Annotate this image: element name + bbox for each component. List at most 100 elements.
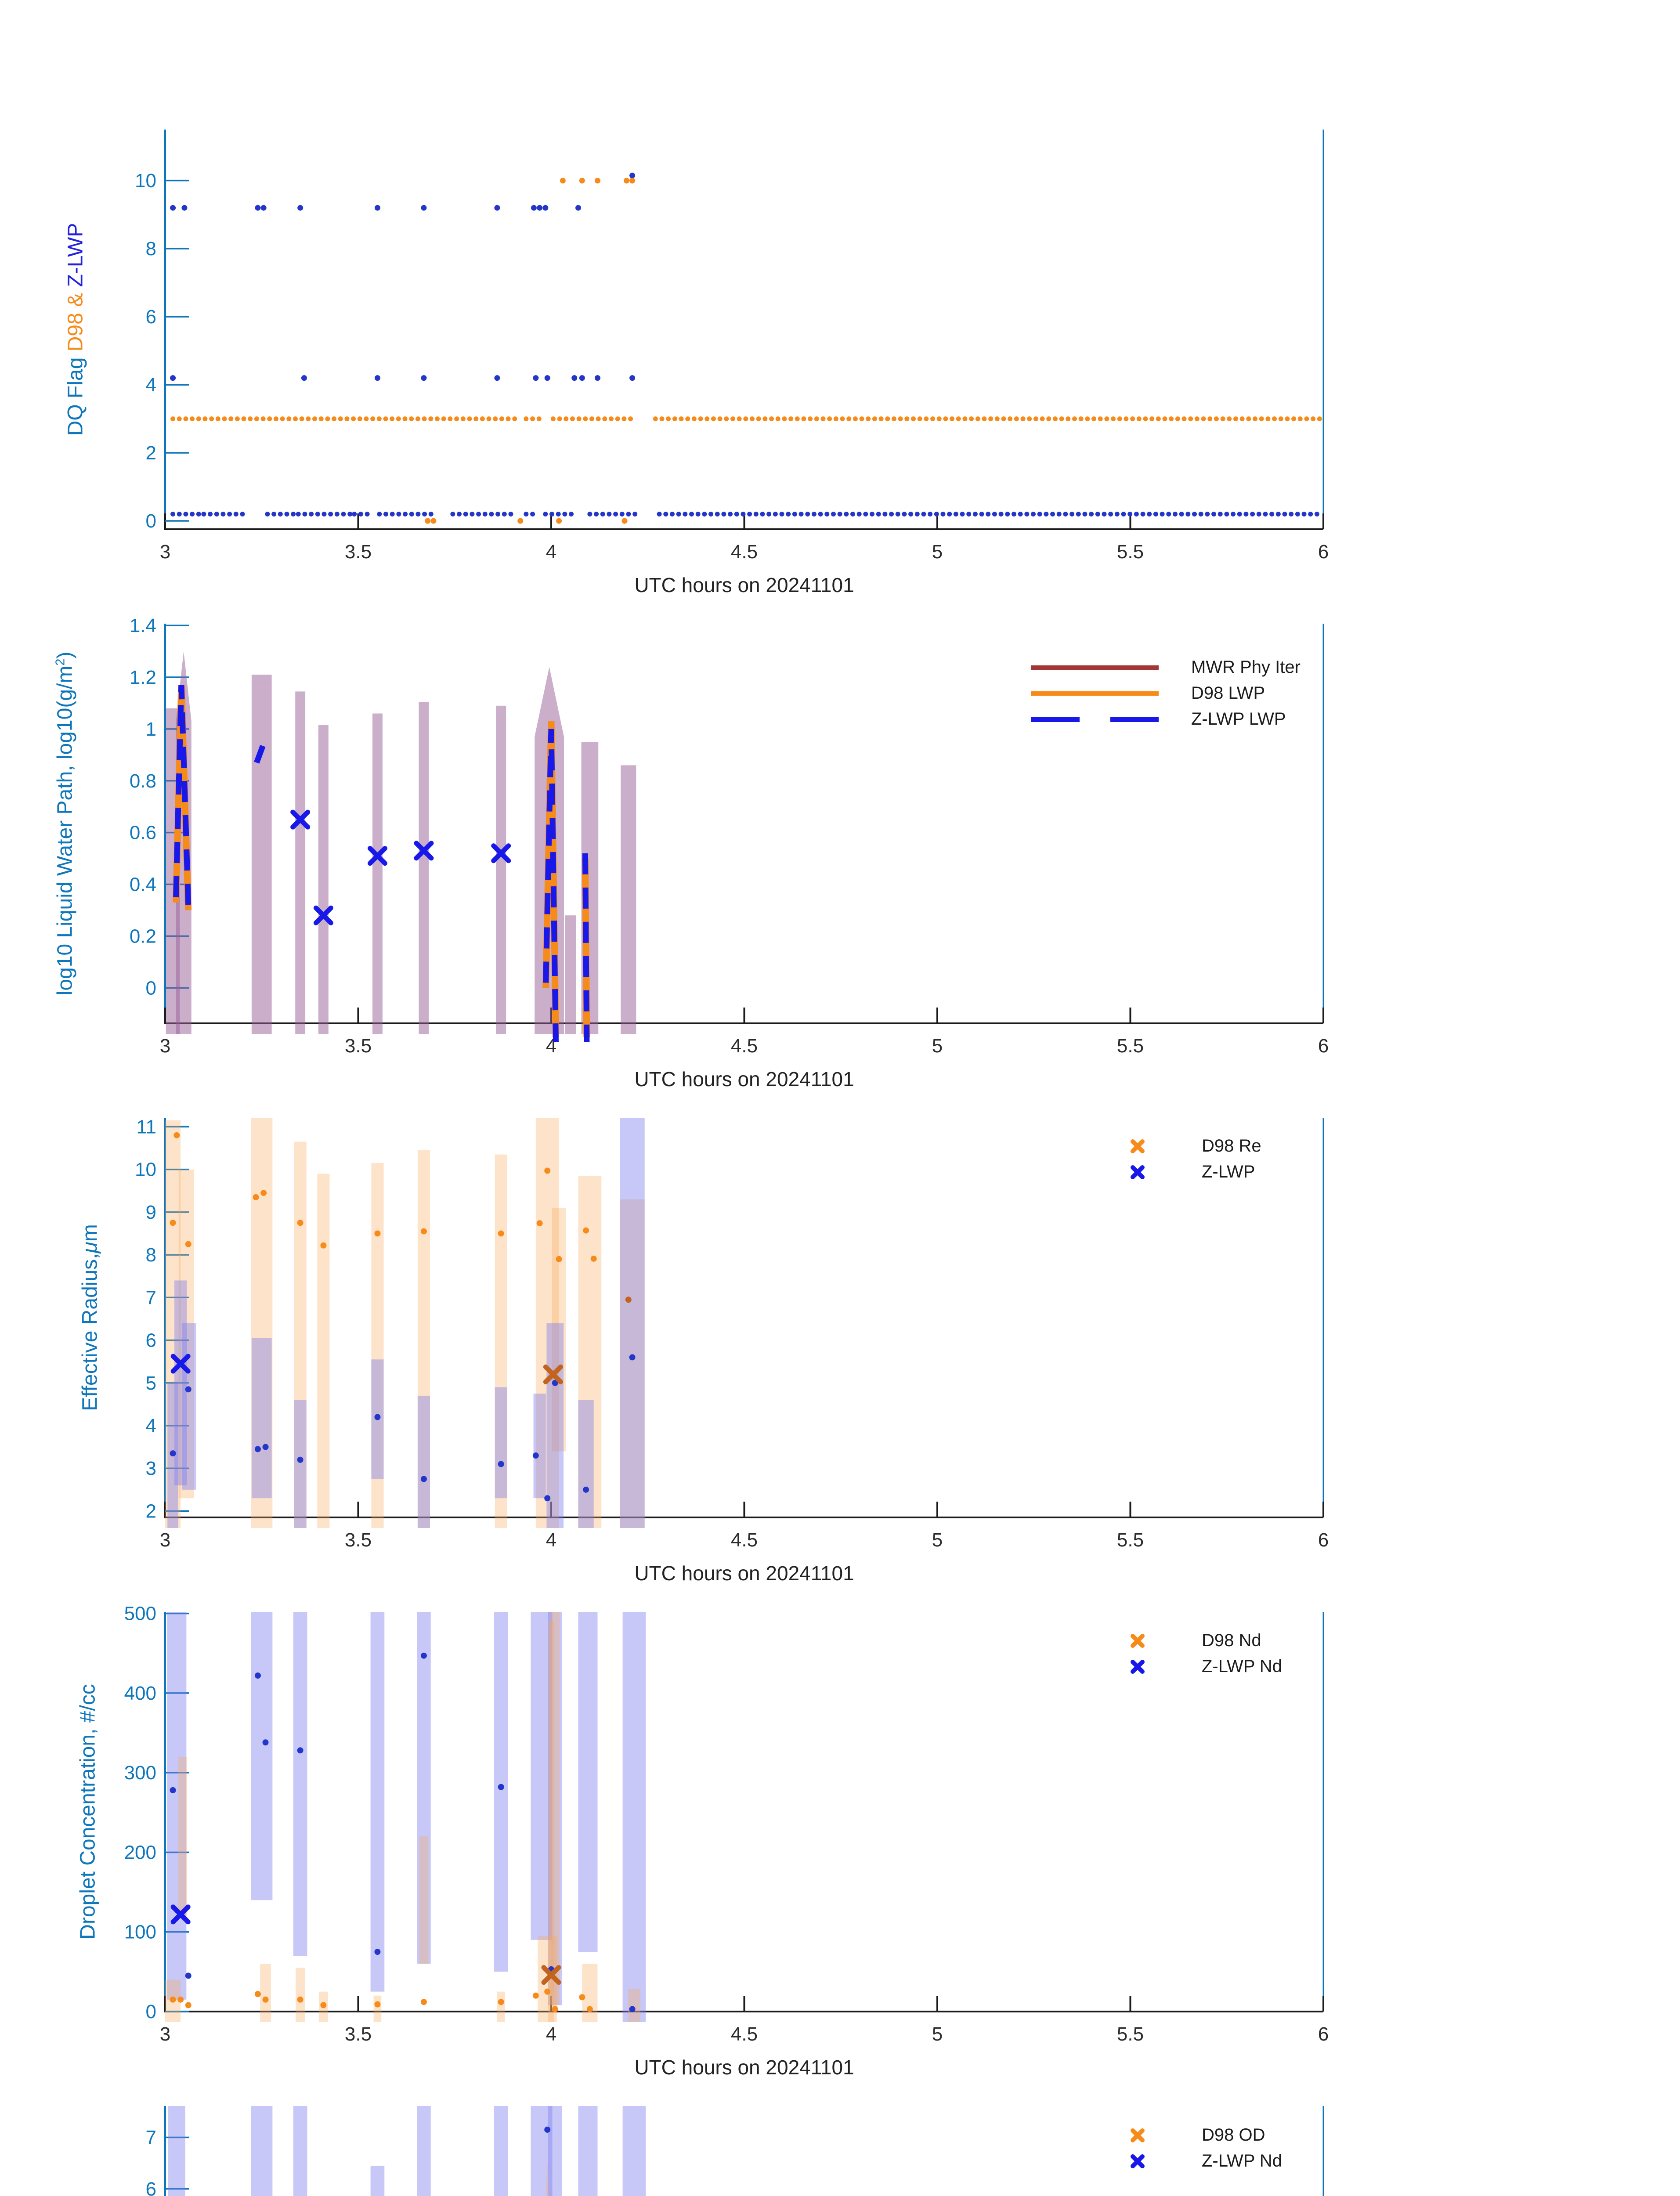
uncertainty-band bbox=[294, 1400, 307, 1528]
x-tick-label: 4.5 bbox=[731, 1529, 758, 1551]
flag-dot bbox=[805, 512, 810, 517]
flag-dot bbox=[1194, 416, 1199, 422]
y-tick-label: 2 bbox=[146, 442, 156, 464]
data-dot bbox=[556, 1256, 562, 1262]
data-dot bbox=[556, 518, 562, 524]
flag-dot bbox=[1289, 512, 1294, 517]
data-dot bbox=[629, 173, 636, 179]
flag-dot bbox=[1233, 416, 1238, 422]
flag-dot bbox=[296, 512, 301, 517]
flag-dot bbox=[309, 512, 314, 517]
uncertainty-band bbox=[417, 1612, 431, 1964]
uncertainty-band bbox=[494, 1612, 508, 1972]
flag-dot bbox=[872, 416, 877, 422]
x-tick-label: 5 bbox=[932, 541, 943, 563]
flag-dot bbox=[866, 416, 871, 422]
data-dot bbox=[594, 375, 600, 381]
flag-dot bbox=[1114, 512, 1120, 517]
x-tick-label: 6 bbox=[1318, 2023, 1329, 2045]
x-tick-label: 5 bbox=[932, 1529, 943, 1551]
flag-dot bbox=[1008, 416, 1013, 422]
x-tick-label: 3.5 bbox=[345, 2023, 372, 2045]
flag-dot bbox=[747, 512, 752, 517]
uncertainty-band bbox=[531, 2106, 553, 2196]
data-dot bbox=[253, 1194, 259, 1200]
flag-dot bbox=[914, 512, 920, 517]
legend-item: Z-LWP bbox=[1125, 1159, 1261, 1185]
uncertainty-band bbox=[535, 1118, 559, 1528]
y-tick-label: 10 bbox=[135, 170, 156, 191]
data-dot bbox=[533, 375, 539, 381]
plot-liquid-water-path: 3 3.5 4 4.5 5 5.5 600.20.40.60.811.21.4 bbox=[130, 615, 1329, 1057]
flag-dot bbox=[201, 512, 206, 517]
flag-dot bbox=[202, 416, 208, 422]
flag-dot bbox=[775, 416, 780, 422]
uncertainty-band bbox=[296, 1968, 305, 2022]
x-marker bbox=[541, 1965, 561, 1985]
flag-dot bbox=[220, 512, 226, 517]
uncertainty-band bbox=[174, 1280, 187, 1486]
flag-dot bbox=[480, 416, 485, 422]
data-dot bbox=[185, 1241, 191, 1247]
data-dot bbox=[629, 1354, 636, 1361]
uncertainty-band bbox=[417, 2106, 431, 2196]
flag-dot bbox=[338, 416, 343, 422]
flag-dot bbox=[460, 416, 466, 422]
data-dot bbox=[498, 1230, 504, 1237]
data-dot bbox=[185, 1972, 191, 1979]
uncertainty-band bbox=[251, 1118, 273, 1528]
y-tick-label: 0.6 bbox=[130, 822, 156, 844]
flag-dot bbox=[260, 416, 266, 422]
flag-dot bbox=[930, 416, 936, 422]
flag-dot bbox=[208, 512, 213, 517]
y-tick-label: 0 bbox=[146, 977, 156, 999]
flag-dot bbox=[564, 416, 569, 422]
data-dot bbox=[579, 177, 585, 184]
flag-dot bbox=[728, 512, 733, 517]
data-dot bbox=[260, 205, 267, 211]
flag-dot bbox=[760, 512, 765, 517]
uncertainty-band bbox=[419, 701, 429, 1034]
y-tick-label: 1.2 bbox=[130, 667, 156, 688]
flag-dot bbox=[1001, 416, 1006, 422]
data-dot bbox=[532, 1452, 539, 1459]
flag-dot bbox=[489, 512, 494, 517]
flag-dot bbox=[344, 416, 350, 422]
flag-dot bbox=[190, 512, 195, 517]
flag-dot bbox=[1059, 416, 1064, 422]
flag-dot bbox=[190, 416, 195, 422]
uncertainty-band bbox=[620, 1118, 645, 1528]
data-dot bbox=[494, 375, 500, 381]
flag-dot bbox=[1269, 512, 1275, 517]
flag-dot bbox=[1256, 512, 1261, 517]
flag-dot bbox=[1052, 416, 1058, 422]
flag-dot bbox=[1250, 512, 1255, 517]
data-dot bbox=[625, 1297, 632, 1303]
flag-dot bbox=[689, 512, 694, 517]
uncertainty-band bbox=[165, 1120, 181, 1528]
flag-dot bbox=[1227, 416, 1232, 422]
flag-dot bbox=[992, 512, 997, 517]
y-axis-label-part: Z-LWP bbox=[64, 223, 87, 293]
legend-label: D98 OD bbox=[1202, 2125, 1265, 2145]
flag-dot bbox=[1085, 416, 1090, 422]
flag-dot bbox=[495, 512, 501, 517]
flag-dot bbox=[1265, 416, 1271, 422]
data-dot bbox=[629, 375, 636, 381]
flag-dot bbox=[347, 512, 353, 517]
data-dot bbox=[320, 1242, 327, 1249]
flag-dot bbox=[895, 512, 900, 517]
flag-dot bbox=[621, 416, 627, 422]
flag-dot bbox=[741, 512, 746, 517]
flag-dot bbox=[278, 512, 283, 517]
flag-dot bbox=[214, 512, 219, 517]
data-dot bbox=[498, 1784, 504, 1790]
y-tick-label: 6 bbox=[146, 2178, 156, 2196]
flag-dot bbox=[769, 416, 774, 422]
legend-x-marker-icon bbox=[1125, 1136, 1150, 1157]
flag-dot bbox=[1239, 416, 1245, 422]
data-dot bbox=[170, 1787, 176, 1794]
flag-dot bbox=[628, 416, 633, 422]
data-dot bbox=[170, 1450, 176, 1457]
